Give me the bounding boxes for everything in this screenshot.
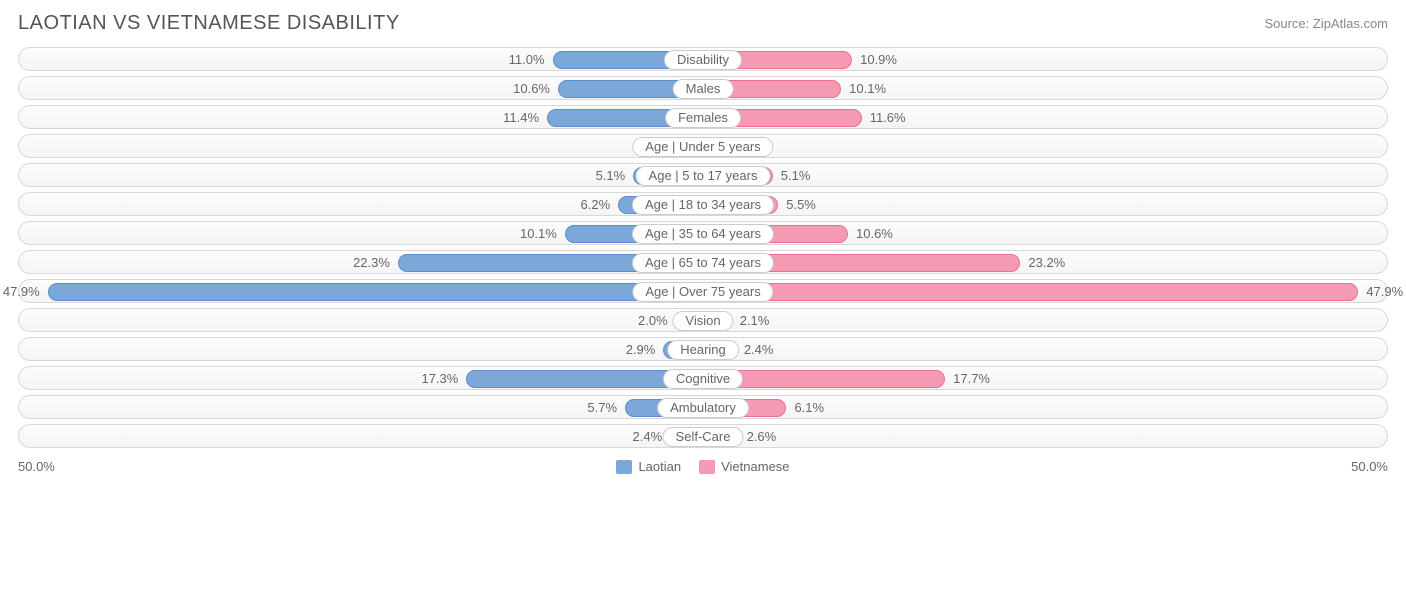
category-pill: Disability: [664, 50, 742, 70]
axis-max-right: 50.0%: [1351, 459, 1388, 474]
value-label-right: 2.6%: [747, 425, 777, 449]
row-track: 2.0% 2.1% Vision: [18, 308, 1388, 332]
value-label-left: 2.9%: [626, 338, 656, 362]
chart-title: LAOTIAN VS VIETNAMESE DISABILITY: [18, 12, 400, 35]
category-pill: Age | 35 to 64 years: [632, 224, 774, 244]
value-label-right: 47.9%: [1366, 280, 1403, 304]
chart-row: 5.7% 6.1% Ambulatory: [18, 395, 1388, 419]
value-label-right: 5.1%: [781, 164, 811, 188]
value-label-left: 11.0%: [509, 48, 545, 72]
legend-label-right: Vietnamese: [721, 459, 789, 474]
row-track: 6.2% 5.5% Age | 18 to 34 years: [18, 192, 1388, 216]
category-pill: Self-Care: [663, 427, 744, 447]
value-label-right: 10.1%: [849, 77, 886, 101]
row-track: 47.9%47.9%Age | Over 75 years: [18, 279, 1388, 303]
value-label-right: 10.6%: [856, 222, 893, 246]
value-label-right: 11.6%: [870, 106, 906, 130]
category-pill: Females: [665, 108, 741, 128]
value-label-right: 2.4%: [744, 338, 774, 362]
chart-row: 11.4% 11.6% Females: [18, 105, 1388, 129]
category-pill: Age | Under 5 years: [632, 137, 773, 157]
value-label-left: 11.4%: [503, 106, 539, 130]
legend-item-left: Laotian: [616, 459, 681, 474]
chart-row: 17.3% 17.7% Cognitive: [18, 366, 1388, 390]
category-pill: Age | 65 to 74 years: [632, 253, 774, 273]
chart-area: 11.0% 10.9% Disability 10.6% 10.1% Males 11.4%…: [0, 43, 1406, 455]
row-track: 5.7% 6.1% Ambulatory: [18, 395, 1388, 419]
category-pill: Ambulatory: [657, 398, 749, 418]
source-attribution: Source: ZipAtlas.com: [1264, 16, 1388, 31]
category-pill: Age | 18 to 34 years: [632, 195, 774, 215]
category-pill: Males: [673, 79, 734, 99]
value-label-left: 10.6%: [513, 77, 550, 101]
category-pill: Age | Over 75 years: [632, 282, 773, 302]
row-track: 11.0% 10.9% Disability: [18, 47, 1388, 71]
legend-swatch-right: [699, 460, 715, 474]
chart-row: 11.0% 10.9% Disability: [18, 47, 1388, 71]
row-track: 1.2%0.81%Age | Under 5 years: [18, 134, 1388, 158]
value-label-left: 5.1%: [596, 164, 626, 188]
value-label-left: 17.3%: [421, 367, 458, 391]
value-label-right: 10.9%: [860, 48, 897, 72]
chart-row: 2.9% 2.4%Hearing: [18, 337, 1388, 361]
value-label-right: 2.1%: [740, 309, 770, 333]
header: LAOTIAN VS VIETNAMESE DISABILITY Source:…: [0, 0, 1406, 43]
chart-row: 10.1% 10.6% Age | 35 to 64 years: [18, 221, 1388, 245]
value-label-left: 5.7%: [587, 396, 617, 420]
chart-row: 1.2%0.81%Age | Under 5 years: [18, 134, 1388, 158]
legend: Laotian Vietnamese: [55, 459, 1351, 474]
value-label-right: 23.2%: [1028, 251, 1065, 275]
chart-row: 47.9%47.9%Age | Over 75 years: [18, 279, 1388, 303]
category-pill: Age | 5 to 17 years: [636, 166, 771, 186]
chart-row: 2.4% 2.6%Self-Care: [18, 424, 1388, 448]
row-track: 5.1% 5.1% Age | 5 to 17 years: [18, 163, 1388, 187]
value-label-right: 6.1%: [794, 396, 824, 420]
bar-right: [703, 283, 1358, 301]
axis-max-left: 50.0%: [18, 459, 55, 474]
chart-row: 6.2% 5.5% Age | 18 to 34 years: [18, 192, 1388, 216]
value-label-right: 5.5%: [786, 193, 816, 217]
chart-row: 5.1% 5.1% Age | 5 to 17 years: [18, 163, 1388, 187]
legend-swatch-left: [616, 460, 632, 474]
chart-footer: 50.0% Laotian Vietnamese 50.0%: [0, 455, 1406, 484]
value-label-left: 10.1%: [520, 222, 557, 246]
value-label-left: 22.3%: [353, 251, 390, 275]
row-track: 11.4% 11.6% Females: [18, 105, 1388, 129]
row-track: 10.6% 10.1% Males: [18, 76, 1388, 100]
value-label-left: 47.9%: [3, 280, 40, 304]
legend-item-right: Vietnamese: [699, 459, 789, 474]
value-label-left: 2.0%: [638, 309, 668, 333]
category-pill: Cognitive: [663, 369, 743, 389]
category-pill: Hearing: [667, 340, 739, 360]
value-label-left: 6.2%: [581, 193, 611, 217]
category-pill: Vision: [672, 311, 733, 331]
row-track: 2.9% 2.4%Hearing: [18, 337, 1388, 361]
value-label-left: 2.4%: [633, 425, 663, 449]
row-track: 22.3% 23.2% Age | 65 to 74 years: [18, 250, 1388, 274]
row-track: 17.3% 17.7% Cognitive: [18, 366, 1388, 390]
row-track: 10.1% 10.6% Age | 35 to 64 years: [18, 221, 1388, 245]
chart-row: 22.3% 23.2% Age | 65 to 74 years: [18, 250, 1388, 274]
chart-row: 2.0% 2.1% Vision: [18, 308, 1388, 332]
bar-left: [48, 283, 703, 301]
chart-row: 10.6% 10.1% Males: [18, 76, 1388, 100]
row-track: 2.4% 2.6%Self-Care: [18, 424, 1388, 448]
value-label-right: 17.7%: [953, 367, 990, 391]
legend-label-left: Laotian: [638, 459, 681, 474]
